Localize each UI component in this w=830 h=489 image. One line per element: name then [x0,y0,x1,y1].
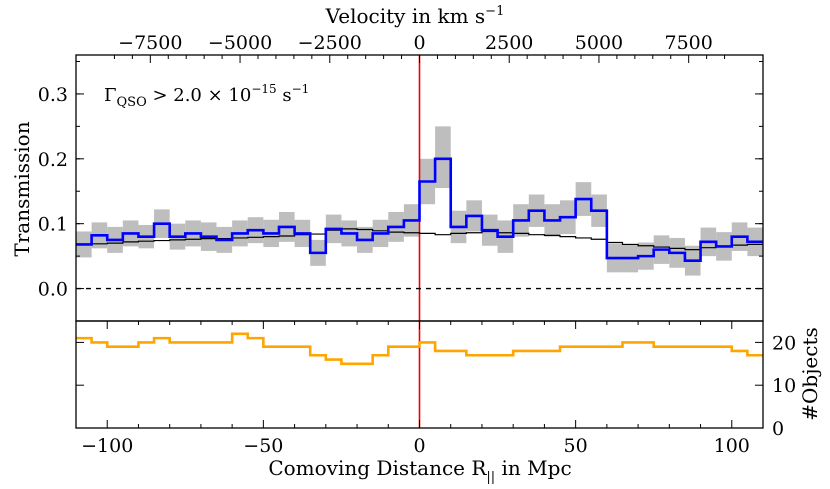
band-bin [435,126,451,188]
top-tick-label: 5000 [575,32,623,54]
tick-labels: 0.00.10.20.3−7500 −5000 −2500 0 2500 5000 7500… [38,32,796,457]
x-tick-label: −50 [243,435,283,457]
x-tick-label: 100 [714,435,750,457]
x-axis-label: Comoving Distance R|| in Mpc [268,456,571,485]
mean-transmission-line [76,228,763,251]
top-tick-label: 0 [413,32,425,54]
qso-stack-line [76,157,763,262]
top-tick-label: −5000 [208,32,272,54]
mean-transmission-group [76,228,763,251]
y-tick-label: 0.2 [38,149,68,171]
right-y-tick-label: 20 [772,332,796,354]
right-y-axis-label: #Objects [798,327,822,421]
object-count-line [76,332,763,366]
gamma-qso-annotation: ΓQSO > 2.0 × 10−15 s−1 [104,82,309,110]
right-y-tick-label: 0 [772,418,784,440]
y-tick-label: 0.1 [38,214,68,236]
object-count-group [76,332,763,366]
tick-marks [76,55,763,429]
top-tick-label: 2500 [485,32,533,54]
x-tick-label: 0 [413,435,425,457]
top-tick-label: −7500 [118,32,182,54]
x-tick-label: −100 [81,435,133,457]
y-axis-label: Transmission [10,121,34,256]
top-tick-label: 7500 [664,32,712,54]
y-tick-label: 0.0 [38,279,68,301]
x-tick-label: 50 [564,435,588,457]
qso-stack-group [76,157,763,262]
top-axis-label: Velocity in km s−1 [325,4,505,28]
right-y-tick-label: 10 [772,375,796,397]
top-tick-label: −2500 [298,32,362,54]
y-tick-label: 0.3 [38,84,68,106]
